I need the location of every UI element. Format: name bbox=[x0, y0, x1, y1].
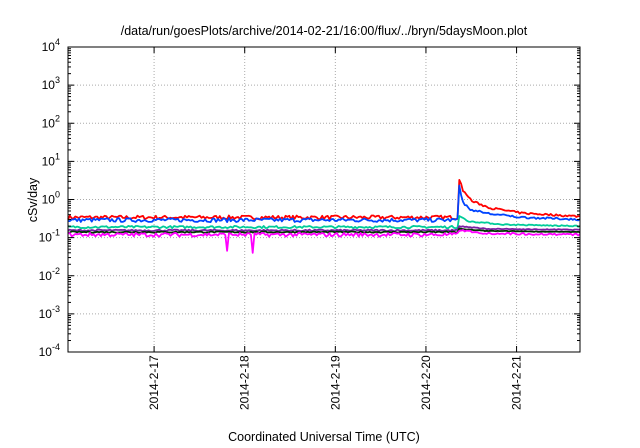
x-tick-label: 2014-2-18 bbox=[238, 355, 252, 410]
y-tick-label: 100 bbox=[42, 190, 60, 207]
series-line-6 bbox=[67, 229, 581, 254]
y-tick-label: 104 bbox=[42, 37, 60, 54]
y-tick-label: 10-4 bbox=[39, 342, 60, 359]
chart-title: /data/run/goesPlots/archive/2014-02-21/1… bbox=[121, 24, 528, 38]
y-tick-label: 10-1 bbox=[39, 228, 60, 245]
data-series bbox=[67, 179, 581, 254]
series-line-5 bbox=[67, 227, 581, 234]
y-tick-label: 101 bbox=[42, 151, 60, 168]
x-tick-label: 2014-2-21 bbox=[510, 355, 524, 410]
series-line-2 bbox=[67, 184, 581, 223]
x-tick-label: 2014-2-17 bbox=[147, 355, 161, 410]
y-tick-label: 10-3 bbox=[39, 304, 60, 321]
series-line-4 bbox=[67, 225, 581, 233]
y-tick-label: 103 bbox=[42, 75, 60, 92]
x-tick-label: 2014-2-19 bbox=[328, 355, 342, 410]
grid-lines bbox=[68, 47, 580, 352]
x-axis-ticks: 2014-2-17 2014-2-18 2014-2-19 2014-2-20 2014… bbox=[147, 47, 524, 410]
x-axis-label: Coordinated Universal Time (UTC) bbox=[228, 430, 420, 444]
y-axis-label: cSv/day bbox=[26, 177, 40, 222]
series-line-3 bbox=[67, 215, 581, 230]
y-tick-label: 102 bbox=[42, 113, 60, 130]
y-tick-label: 10-2 bbox=[39, 266, 60, 283]
x-tick-label: 2014-2-20 bbox=[419, 355, 433, 410]
